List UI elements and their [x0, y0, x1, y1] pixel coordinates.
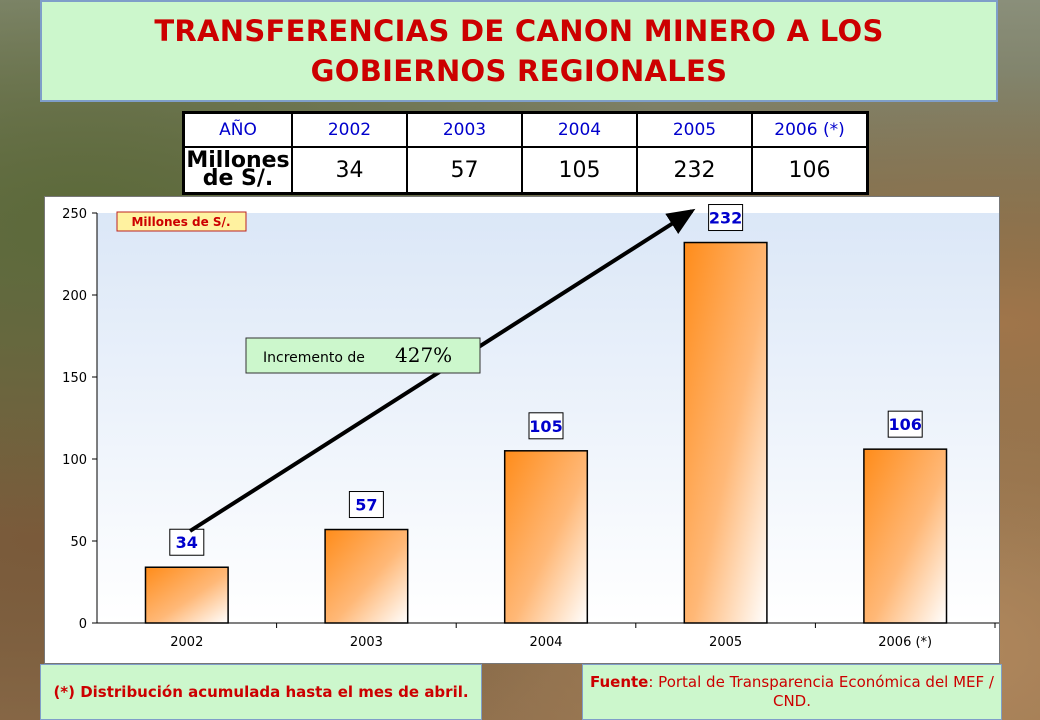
increment-box: [245, 337, 481, 374]
y-axis: 0 50 100 150 200 250: [62, 207, 98, 632]
page-title-line1: TRANSFERENCIAS DE CANON MINERO A LOS: [154, 14, 884, 48]
table-header-label: AÑO: [182, 111, 293, 148]
y-tick-label: 100: [62, 453, 87, 468]
table-year-cell: 2004: [521, 111, 638, 148]
data-label-box: [887, 410, 923, 438]
bars-group: [144, 241, 948, 624]
table-year-cell: 2003: [406, 111, 523, 148]
title-banner: TRANSFERENCIAS DE CANON MINERO A LOS GOB…: [40, 0, 998, 102]
table-year-cell: 2002: [291, 111, 408, 148]
data-labels-group: 34 57 105 232 106: [169, 204, 923, 556]
data-label: 106: [888, 415, 921, 434]
data-label-box: [528, 412, 564, 440]
y-tick-label: 50: [70, 535, 87, 550]
table-value-cell: 106: [751, 146, 869, 195]
table-row-label-line1: Millones: [186, 148, 290, 173]
data-label: 57: [355, 496, 377, 515]
page-title-line2: GOBIERNOS REGIONALES: [310, 54, 728, 88]
bar-chart: 0 50 100 150 200 250 2002 2003 2004 2005 2006 (*)…: [62, 204, 999, 650]
chart-container: 0 50 100 150 200 250 2002 2003 2004 2005 2006 (*)…: [44, 196, 1000, 664]
bar: [683, 241, 768, 624]
table-values-row: Millones de S/. 34 57 105 232 106: [182, 146, 869, 195]
bar: [324, 528, 409, 624]
x-tick-label: 2005: [709, 635, 742, 650]
footnote-source: Fuente: Portal de Transparencia Económic…: [582, 664, 1002, 720]
source-text: : Portal de Transparencia Económica del …: [648, 673, 994, 710]
source-label: Fuente: [589, 673, 649, 691]
data-label: 34: [176, 533, 198, 552]
y-tick-label: 150: [62, 371, 87, 386]
table-header-row: AÑO 2002 2003 2004 2005 2006 (*): [182, 111, 869, 148]
bar: [863, 448, 948, 624]
units-legend-box: [116, 211, 247, 232]
table-value-cell: 57: [406, 146, 523, 195]
x-tick-label: 2003: [350, 635, 383, 650]
increment-annotation: Incremento de 427%: [245, 337, 481, 374]
x-axis: 2002 2003 2004 2005 2006 (*): [97, 622, 999, 650]
table-value-cell: 34: [291, 146, 408, 195]
bar: [503, 450, 589, 624]
table-year-cell: 2005: [636, 111, 753, 148]
y-tick-label: 200: [62, 289, 87, 304]
y-tick-label: 0: [79, 617, 87, 632]
x-tick-label: 2006 (*): [878, 635, 932, 650]
footnote-source-text: Fuente: Portal de Transparencia Económic…: [583, 673, 1001, 711]
data-table: AÑO 2002 2003 2004 2005 2006 (*) Millone…: [182, 111, 869, 195]
data-label: 105: [529, 417, 562, 436]
table-value-cell: 232: [636, 146, 753, 195]
increment-value: 427%: [395, 343, 452, 367]
table-row-label-line2: de S/.: [202, 166, 274, 191]
y-tick-label: 250: [62, 207, 87, 222]
data-label-box: [348, 491, 384, 519]
units-legend-text: Millones de S/.: [131, 215, 230, 229]
data-label: 232: [709, 209, 742, 228]
table-value-cell: 105: [521, 146, 638, 195]
bar: [144, 566, 229, 624]
increment-label: Incremento de: [263, 350, 365, 366]
x-tick-label: 2004: [529, 635, 562, 650]
data-label-box: [708, 204, 744, 232]
table-row-label: Millones de S/.: [182, 146, 293, 195]
footnote-distribution: (*) Distribución acumulada hasta el mes …: [40, 664, 482, 720]
footnote-distribution-text: (*) Distribución acumulada hasta el mes …: [53, 682, 469, 701]
data-label-box: [169, 528, 205, 556]
x-tick-label: 2002: [170, 635, 203, 650]
table-year-cell: 2006 (*): [751, 111, 869, 148]
units-legend: Millones de S/.: [116, 211, 247, 232]
